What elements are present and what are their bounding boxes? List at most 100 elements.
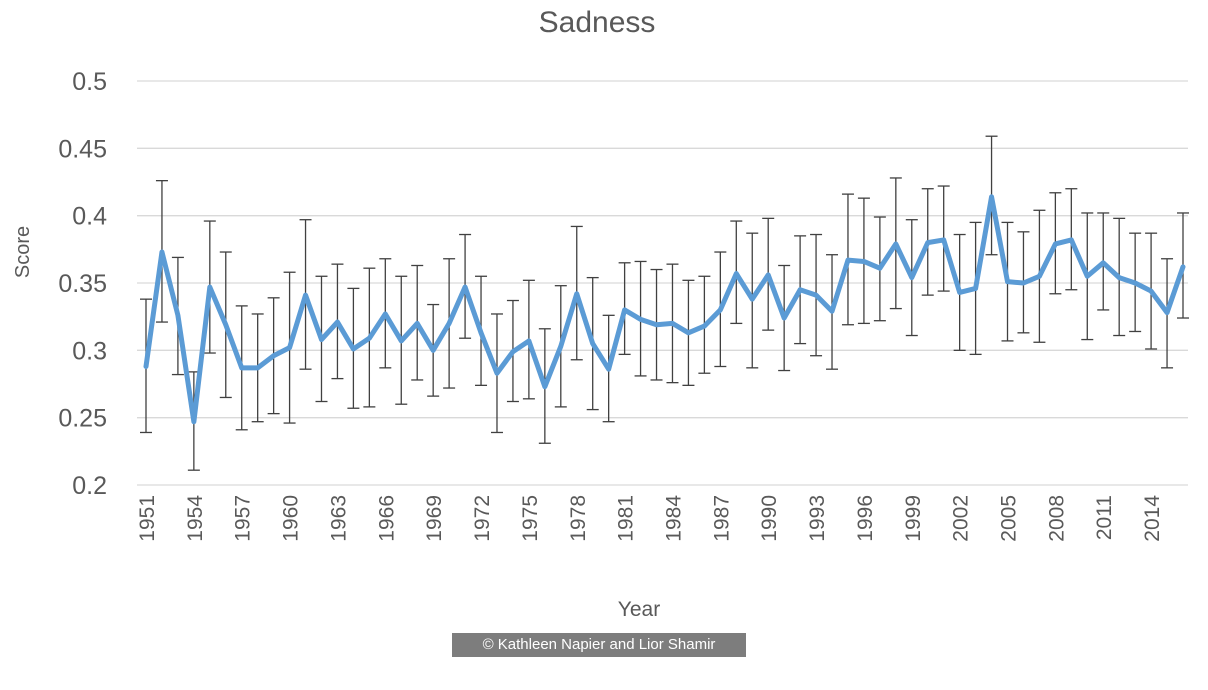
data-point — [781, 315, 787, 321]
x-tick-label: 1960 — [280, 495, 303, 542]
x-tick-label: 1999 — [902, 495, 925, 542]
data-point — [925, 240, 930, 245]
x-tick-label: 2005 — [998, 495, 1021, 542]
error-bars — [140, 135, 1189, 471]
data-point — [766, 272, 771, 278]
data-point — [510, 349, 516, 354]
data-point — [670, 321, 675, 326]
data-point — [542, 384, 548, 389]
data-point — [973, 286, 978, 291]
data-point — [1021, 280, 1026, 286]
data-point — [941, 237, 946, 243]
data-point — [1005, 279, 1010, 284]
x-tick-label: 1957 — [232, 495, 255, 542]
x-tick-label: 1984 — [662, 495, 685, 542]
data-point — [255, 365, 260, 371]
x-tick-label: 2011 — [1093, 495, 1116, 540]
x-tick-label: 1990 — [758, 495, 781, 542]
data-point — [303, 292, 308, 298]
data-point — [750, 296, 755, 302]
y-tick-label: 0.2 — [72, 472, 107, 500]
data-point — [686, 330, 691, 336]
data-point — [622, 307, 627, 313]
data-point — [1132, 280, 1138, 286]
data-point — [1053, 241, 1058, 247]
data-point — [718, 307, 723, 313]
data-point — [1180, 264, 1186, 270]
y-tick-label: 0.4 — [72, 203, 107, 231]
data-point — [143, 364, 149, 369]
data-point — [399, 338, 404, 344]
x-tick-label: 1969 — [423, 495, 446, 542]
data-point — [813, 292, 819, 298]
x-tick-label: 2002 — [950, 495, 973, 542]
y-tick-label: 0.5 — [72, 68, 107, 96]
data-point — [558, 344, 563, 349]
data-point — [207, 284, 213, 290]
x-tick-label: 1951 — [136, 495, 159, 542]
data-point — [1085, 274, 1090, 279]
data-point — [877, 265, 883, 271]
data-point — [478, 330, 484, 336]
x-axis-tick-labels: 1951 1954 1957 1960 1963 1966 1969 1972 1975 1978… — [136, 495, 1164, 542]
x-axis-label: Year — [618, 598, 660, 621]
x-tick-label: 2008 — [1045, 495, 1068, 542]
data-points — [143, 194, 1186, 424]
data-point — [1037, 274, 1042, 279]
y-axis-tick-labels: 0.2 0.25 0.3 0.35 0.4 0.45 0.5 — [58, 68, 107, 500]
sadness-score-line — [143, 194, 1186, 425]
data-point — [159, 249, 165, 255]
x-tick-label: 2014 — [1141, 495, 1164, 542]
data-point — [797, 287, 803, 292]
data-point — [574, 291, 579, 296]
gridlines — [137, 80, 1188, 486]
x-tick-label: 1996 — [854, 495, 877, 542]
x-tick-label: 1972 — [471, 495, 494, 542]
y-tick-label: 0.35 — [58, 270, 107, 298]
x-tick-label: 1993 — [806, 495, 829, 542]
data-point — [638, 317, 643, 322]
data-point — [861, 259, 867, 264]
data-point — [526, 338, 532, 344]
data-point — [351, 346, 356, 352]
x-tick-label: 1963 — [327, 495, 350, 542]
x-tick-label: 1987 — [710, 495, 733, 542]
data-point — [829, 309, 835, 314]
data-point — [1116, 275, 1122, 280]
x-tick-label: 1978 — [567, 495, 590, 542]
y-axis-label: Score — [12, 226, 34, 278]
y-tick-label: 0.45 — [58, 135, 107, 163]
data-point — [845, 257, 851, 263]
data-point — [1164, 310, 1170, 315]
data-point — [271, 353, 276, 358]
data-point — [734, 271, 739, 276]
data-point — [1148, 288, 1154, 294]
y-tick-label: 0.3 — [72, 337, 107, 365]
data-point — [175, 313, 181, 318]
data-point — [415, 321, 420, 326]
data-point — [287, 345, 292, 350]
data-point — [239, 365, 244, 371]
image-credit: © Kathleen Napier and Lior Shamir — [452, 633, 746, 657]
x-tick-label: 1975 — [519, 495, 542, 542]
data-point — [989, 194, 994, 200]
data-point — [1069, 237, 1074, 243]
data-point — [494, 371, 500, 376]
data-point — [606, 366, 611, 372]
data-point — [893, 241, 899, 247]
data-point — [654, 322, 659, 327]
data-point — [590, 341, 595, 346]
data-point — [1101, 260, 1106, 265]
data-point — [335, 319, 340, 325]
data-point — [702, 323, 707, 329]
data-point — [383, 311, 388, 317]
data-point — [446, 321, 452, 326]
data-point — [319, 337, 324, 342]
data-point — [957, 290, 962, 295]
data-point — [367, 336, 372, 341]
data-point — [430, 348, 436, 353]
data-point — [462, 284, 468, 290]
data-point — [191, 419, 197, 424]
x-tick-label: 1966 — [375, 495, 398, 542]
